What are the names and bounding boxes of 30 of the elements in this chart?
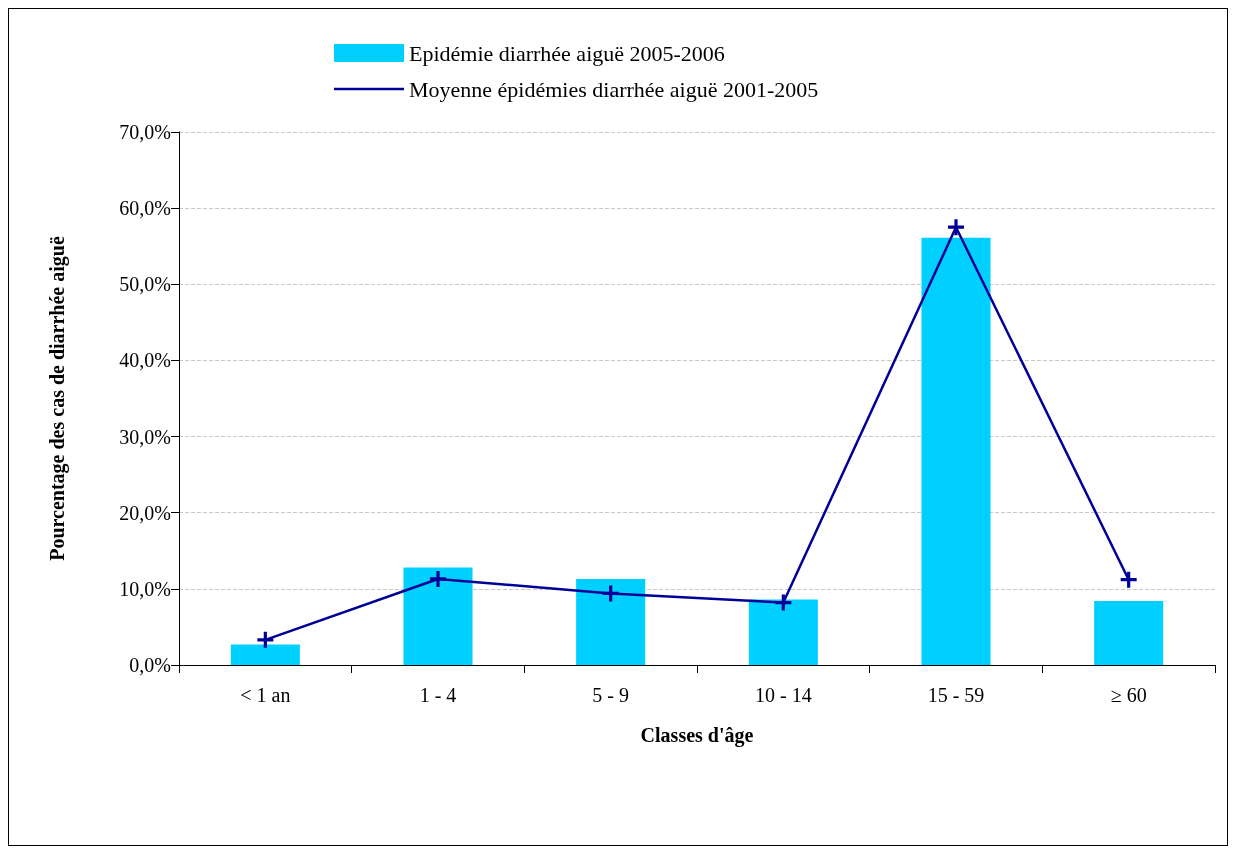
y-tick-label: 70,0% [119,121,171,143]
point [775,594,792,611]
y-tick-label: 20,0% [119,501,171,524]
x-tick-label: 1 - 4 [419,684,457,706]
legend-label: Epidémie diarrhée aiguë 2005-2006 [409,40,725,66]
point [257,631,274,648]
bar [1094,601,1164,665]
bar [921,237,991,665]
y-tick-label: 60,0% [119,197,171,220]
legend-label: Moyenne épidémies diarrhée aiguë 2001-2005 [409,76,819,102]
y-tick-label: 30,0% [119,425,171,448]
x-axis-title: Classes d'âge [640,724,754,747]
point [430,570,446,587]
x-tick-label: ≥ 60 [1110,684,1147,706]
bar [748,599,818,665]
bar [403,567,473,665]
x-tick-label: 10 - 14 [755,684,812,706]
y-tick-label: 50,0% [119,273,171,296]
x-tick-label: < 1 an [240,684,291,706]
bar [230,644,300,665]
y-axis-title: Pourcentage des cas de diarrhée aiguë [46,236,69,561]
y-tick-label: 0,0% [129,654,171,676]
x-tick-label: 15 - 59 [927,684,985,706]
y-tick-label: 40,0% [119,349,171,372]
x-tick-label: 5 - 9 [592,684,629,706]
y-tick-label: 10,0% [119,577,171,600]
point [602,585,619,602]
point [1120,571,1137,588]
point [948,219,964,236]
bar [576,578,646,665]
